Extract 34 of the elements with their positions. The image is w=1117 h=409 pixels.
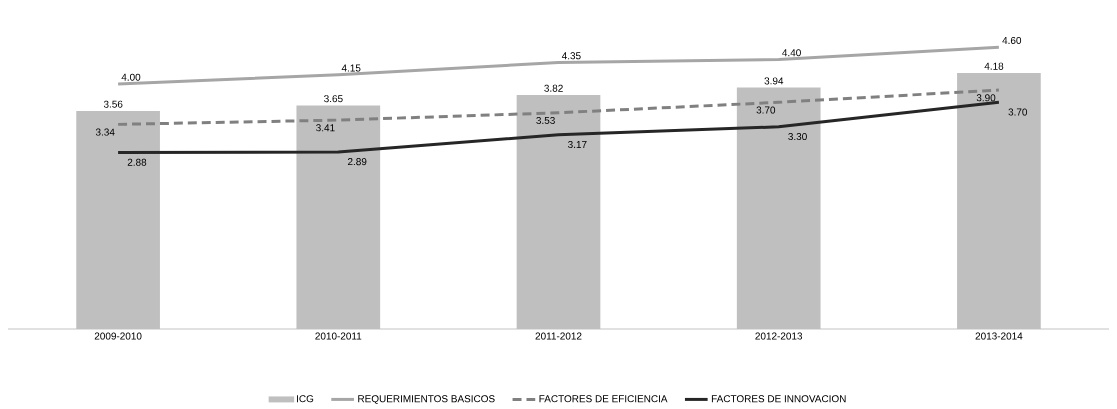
bar: [736, 87, 821, 329]
data-label: 3.53: [536, 116, 555, 124]
data-label: 3.17: [568, 140, 587, 149]
bar: [516, 94, 601, 329]
x-tick-label: 2011-2012: [535, 332, 582, 340]
data-label: 3.30: [788, 133, 807, 141]
data-label: 2.88: [127, 158, 147, 166]
data-label: 3.34: [95, 128, 115, 136]
bar: [296, 105, 381, 329]
x-tick-label: 2012-2013: [755, 332, 803, 340]
data-label: 4.18: [984, 62, 1004, 70]
data-label: 3.41: [316, 124, 335, 132]
bar: [76, 110, 160, 329]
data-label: 4.40: [782, 49, 801, 57]
data-label: 3.94: [764, 77, 784, 85]
data-label: 4.00: [121, 73, 141, 81]
x-tick-label: 2009-2010: [94, 332, 142, 340]
data-label: 3.65: [324, 95, 343, 103]
x-tick-label: 2010-2011: [315, 332, 362, 340]
data-label: 3.70: [1008, 108, 1028, 116]
legend-label: FACTORES DE EFICIENCIA: [539, 395, 668, 403]
bar: [957, 72, 1041, 329]
data-label: 4.35: [561, 52, 581, 60]
data-label: 3.90: [976, 94, 996, 102]
data-label: 4.60: [1002, 36, 1022, 44]
data-label: 3.70: [756, 106, 776, 114]
data-label: 2.89: [347, 158, 367, 166]
data-label: 4.15: [341, 64, 361, 72]
legend-label: REQUERIMIENTOS BASICOS: [358, 395, 495, 405]
legend-label: ICG: [297, 395, 314, 403]
data-label: 3.56: [103, 100, 123, 108]
legend-label: FACTORES DE INNOVACION: [711, 395, 846, 403]
data-label: 3.82: [544, 84, 563, 92]
x-tick-label: 2013-2014: [975, 332, 1023, 340]
